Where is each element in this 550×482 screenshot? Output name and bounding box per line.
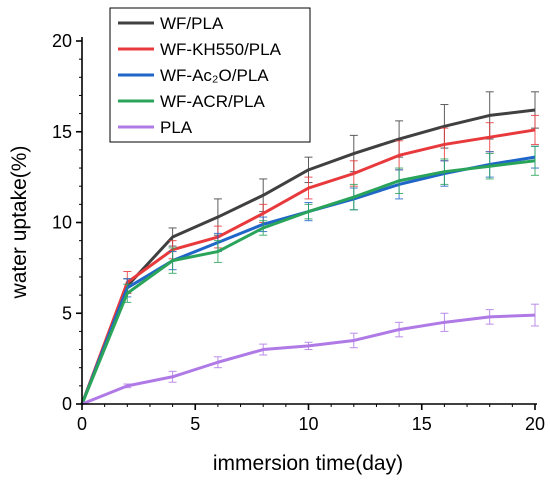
legend-label: WF-ACR/PLA xyxy=(160,92,266,111)
plot-layer xyxy=(80,91,539,406)
series-line xyxy=(80,128,536,405)
x-axis-title: immersion time(day) xyxy=(213,452,403,475)
x-tick-label: 20 xyxy=(525,414,545,434)
x-tick-label: 0 xyxy=(77,414,87,434)
y-tick-label: 5 xyxy=(62,303,72,323)
legend-label: WF-Ac₂O/PLA xyxy=(160,66,269,85)
legend-item: WF-ACR/PLA xyxy=(118,92,266,111)
axes: 0 5 10 15 20 0 5 10 15 20 xyxy=(52,31,545,434)
legend-item: WF-Ac₂O/PLA xyxy=(118,66,269,85)
series-line xyxy=(81,313,536,406)
y-axis-title: water uptake(%) xyxy=(8,146,31,300)
y-tick-label: 20 xyxy=(52,31,72,51)
y-tick-label: 15 xyxy=(52,122,72,142)
legend: WF/PLA WF-KH550/PLA WF-Ac₂O/PLA WF-ACR/PLA P… xyxy=(109,7,311,143)
series-0 xyxy=(80,91,539,405)
legend-label: PLA xyxy=(160,118,193,137)
y-tick-label: 0 xyxy=(62,394,72,414)
legend-label: WF/PLA xyxy=(160,14,224,33)
x-tick-label: 5 xyxy=(190,414,200,434)
legend-label: WF-KH550/PLA xyxy=(160,40,282,59)
x-tick-label: 10 xyxy=(298,414,318,434)
legend-item: PLA xyxy=(118,118,193,137)
series-3 xyxy=(80,145,539,405)
series-1 xyxy=(80,114,539,405)
x-tick-label: 15 xyxy=(412,414,432,434)
series-line xyxy=(80,159,536,405)
series-4 xyxy=(81,303,539,406)
series-line xyxy=(80,108,536,405)
y-tick-label: 10 xyxy=(52,213,72,233)
legend-item: WF-KH550/PLA xyxy=(118,40,282,59)
legend-item: WF/PLA xyxy=(118,14,224,33)
